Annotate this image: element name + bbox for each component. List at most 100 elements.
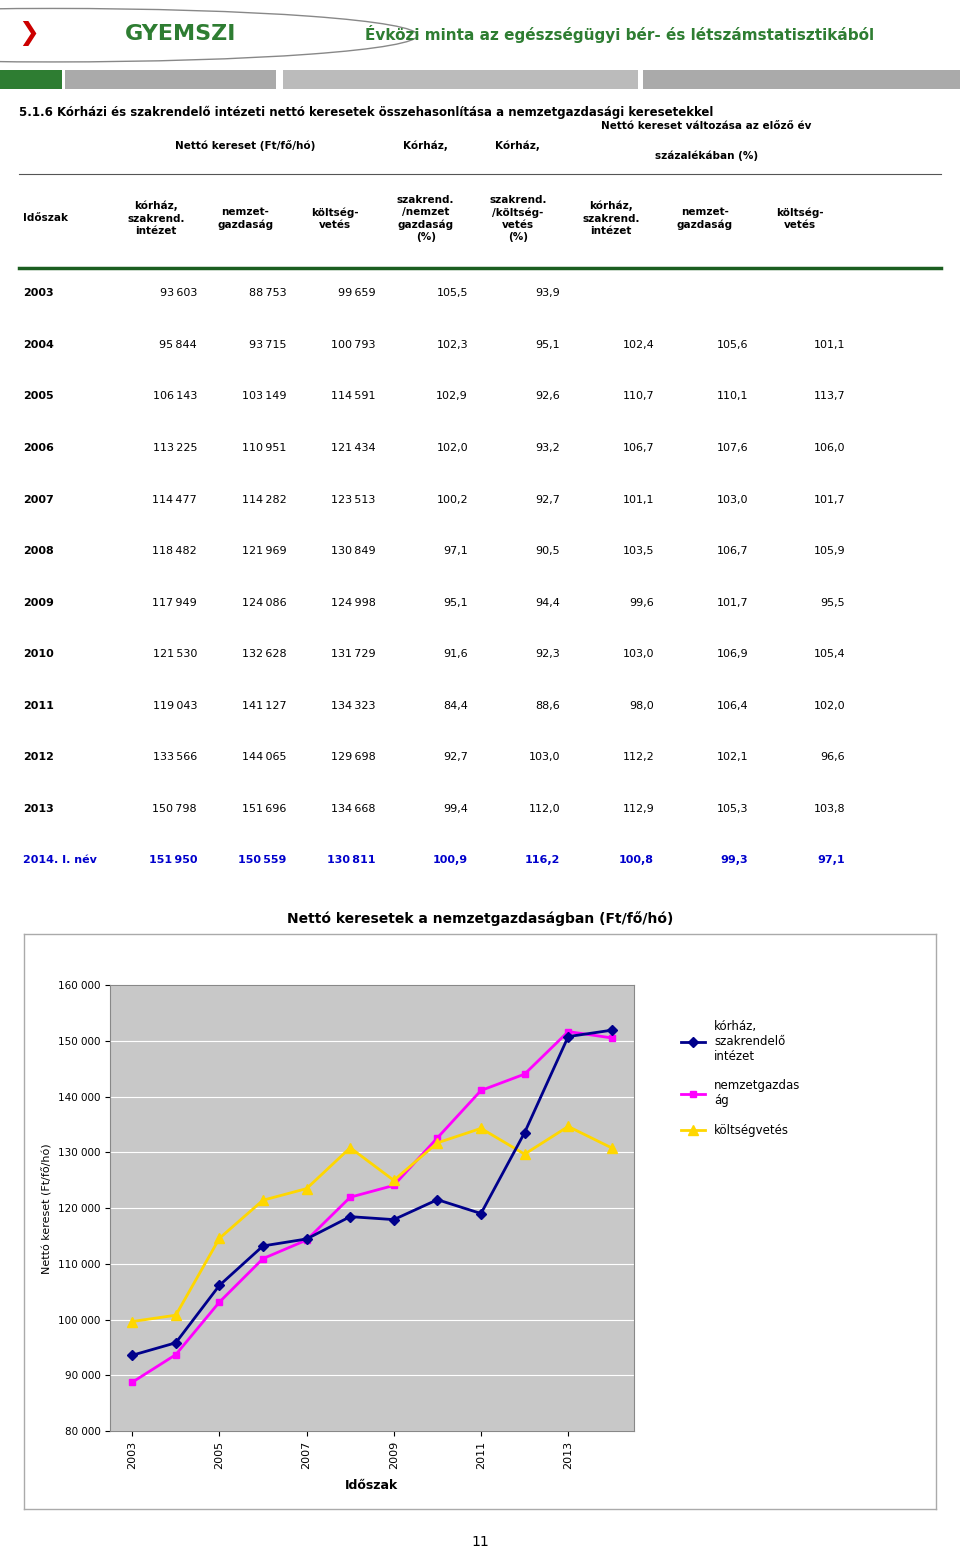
- Bar: [283, 70, 638, 89]
- Text: 100,8: 100,8: [619, 856, 654, 865]
- Text: 123 513: 123 513: [331, 494, 376, 505]
- Text: költség-
vetés: költség- vetés: [777, 206, 824, 230]
- Text: 105,3: 105,3: [717, 804, 748, 813]
- Text: 84,4: 84,4: [444, 701, 468, 710]
- Text: 130 811: 130 811: [327, 856, 376, 865]
- Text: Időszak: Időszak: [23, 213, 68, 224]
- Text: 106,7: 106,7: [716, 546, 748, 557]
- Text: 103,8: 103,8: [813, 804, 845, 813]
- Text: 95 844: 95 844: [159, 339, 197, 350]
- Bar: [65, 70, 276, 89]
- Text: 92,3: 92,3: [536, 649, 561, 658]
- Text: 112,2: 112,2: [622, 752, 654, 762]
- Text: 106,7: 106,7: [622, 443, 654, 454]
- Text: 118 482: 118 482: [153, 546, 197, 557]
- Text: Kórház,: Kórház,: [403, 141, 448, 152]
- Text: 93 603: 93 603: [159, 288, 197, 299]
- Bar: [0, 70, 62, 89]
- Text: 151 950: 151 950: [149, 856, 197, 865]
- Text: Nettó kereset (Ft/fő/hó): Nettó kereset (Ft/fő/hó): [176, 141, 316, 152]
- Text: 105,6: 105,6: [717, 339, 748, 350]
- Text: 90,5: 90,5: [536, 546, 561, 557]
- Text: 101,1: 101,1: [623, 494, 654, 505]
- Text: 103,0: 103,0: [529, 752, 561, 762]
- Text: 93,2: 93,2: [536, 443, 561, 454]
- Text: 130 849: 130 849: [331, 546, 376, 557]
- Text: 103 149: 103 149: [242, 391, 286, 402]
- Text: 2009: 2009: [23, 597, 54, 608]
- Text: 141 127: 141 127: [242, 701, 286, 710]
- Text: Kórház,: Kórház,: [495, 141, 540, 152]
- Text: 2010: 2010: [23, 649, 54, 658]
- Text: 150 559: 150 559: [238, 856, 286, 865]
- Text: 88 753: 88 753: [249, 288, 286, 299]
- Bar: [643, 70, 960, 89]
- Text: 100,2: 100,2: [437, 494, 468, 505]
- Text: 99 659: 99 659: [338, 288, 376, 299]
- Text: 99,4: 99,4: [444, 804, 468, 813]
- Text: 101,7: 101,7: [716, 597, 748, 608]
- Text: 2005: 2005: [23, 391, 54, 402]
- Text: 106,0: 106,0: [813, 443, 845, 454]
- Text: 151 696: 151 696: [242, 804, 286, 813]
- Text: 129 698: 129 698: [331, 752, 376, 762]
- Text: 92,7: 92,7: [536, 494, 561, 505]
- Y-axis label: Nettó kereset (Ft/fő/hó): Nettó kereset (Ft/fő/hó): [42, 1143, 53, 1273]
- Text: 119 043: 119 043: [153, 701, 197, 710]
- Text: Nettó kereset változása az előző év: Nettó kereset változása az előző év: [601, 120, 811, 131]
- Text: 103,0: 103,0: [717, 494, 748, 505]
- Text: 2007: 2007: [23, 494, 54, 505]
- Text: 2011: 2011: [23, 701, 54, 710]
- Text: 100,9: 100,9: [433, 856, 468, 865]
- Text: 102,0: 102,0: [437, 443, 468, 454]
- Text: 124 086: 124 086: [242, 597, 286, 608]
- Text: 95,1: 95,1: [536, 339, 561, 350]
- Text: nemzet-
gazdaság: nemzet- gazdaság: [217, 206, 274, 230]
- Text: Időszak: Időszak: [346, 1478, 398, 1492]
- Text: 2003: 2003: [23, 288, 54, 299]
- Text: 114 477: 114 477: [153, 494, 197, 505]
- Text: 2012: 2012: [23, 752, 54, 762]
- Text: 121 434: 121 434: [331, 443, 376, 454]
- Text: 11: 11: [471, 1536, 489, 1548]
- Text: 97,1: 97,1: [817, 856, 845, 865]
- Text: 110,1: 110,1: [717, 391, 748, 402]
- Text: 103,0: 103,0: [623, 649, 654, 658]
- Text: százalékában (%): százalékában (%): [655, 150, 757, 161]
- Text: nemzet-
gazdaság: nemzet- gazdaság: [677, 206, 732, 230]
- Text: 112,0: 112,0: [529, 804, 561, 813]
- Text: 91,6: 91,6: [444, 649, 468, 658]
- Text: 113,7: 113,7: [813, 391, 845, 402]
- Text: szakrend.
/költség-
vetés
(%): szakrend. /költség- vetés (%): [489, 194, 546, 242]
- Text: 121 969: 121 969: [242, 546, 286, 557]
- Text: 100 793: 100 793: [331, 339, 376, 350]
- Text: 131 729: 131 729: [331, 649, 376, 658]
- Text: 99,6: 99,6: [630, 597, 654, 608]
- Text: GYEMSZI: GYEMSZI: [125, 23, 236, 44]
- Text: 113 225: 113 225: [153, 443, 197, 454]
- Text: 110 951: 110 951: [242, 443, 286, 454]
- Text: 105,5: 105,5: [437, 288, 468, 299]
- Text: 106 143: 106 143: [153, 391, 197, 402]
- Text: 116,2: 116,2: [525, 856, 561, 865]
- Text: 92,6: 92,6: [536, 391, 561, 402]
- Text: 106,9: 106,9: [716, 649, 748, 658]
- Text: 134 668: 134 668: [331, 804, 376, 813]
- Text: 105,4: 105,4: [813, 649, 845, 658]
- Text: 5.1.6 Kórházi és szakrendelő intézeti nettó keresetek összehasonlítása a nemzetg: 5.1.6 Kórházi és szakrendelő intézeti ne…: [19, 106, 713, 119]
- Text: 97,1: 97,1: [444, 546, 468, 557]
- Legend: kórház,
szakrendelő
intézet, nemzetgazdas
ág, költségvetés: kórház, szakrendelő intézet, nemzetgazda…: [677, 1015, 805, 1142]
- Text: 102,1: 102,1: [716, 752, 748, 762]
- Text: kórház,
szakrend.
intézet: kórház, szakrend. intézet: [582, 200, 639, 236]
- Text: 92,7: 92,7: [444, 752, 468, 762]
- Text: 88,6: 88,6: [536, 701, 561, 710]
- Text: szakrend.
/nemzet
gazdaság
(%): szakrend. /nemzet gazdaság (%): [396, 194, 454, 242]
- Text: 95,5: 95,5: [821, 597, 845, 608]
- Text: 99,3: 99,3: [721, 856, 748, 865]
- Text: 102,4: 102,4: [622, 339, 654, 350]
- Text: 107,6: 107,6: [716, 443, 748, 454]
- Text: 134 323: 134 323: [331, 701, 376, 710]
- Title: Nettó keresetek a nemzetgazdaságban (Ft/fő/hó): Nettó keresetek a nemzetgazdaságban (Ft/…: [287, 910, 673, 926]
- Text: 121 530: 121 530: [153, 649, 197, 658]
- Text: 95,1: 95,1: [444, 597, 468, 608]
